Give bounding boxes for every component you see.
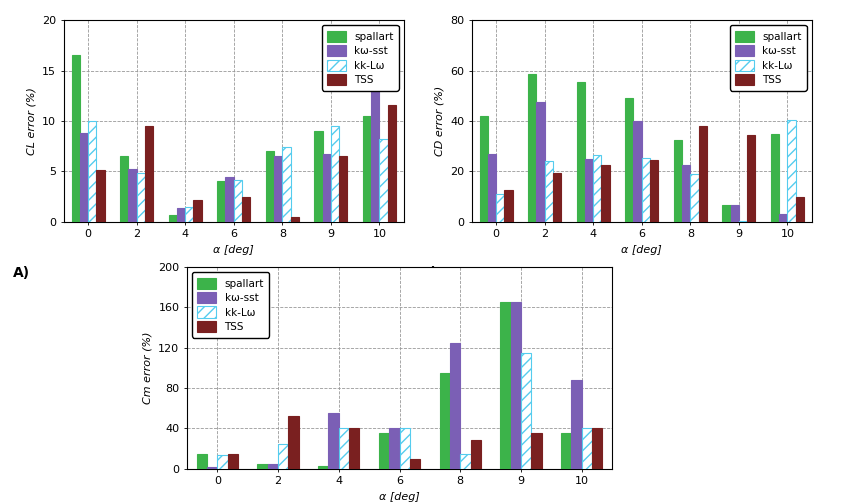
Bar <box>531 433 541 469</box>
Bar <box>521 353 531 469</box>
Bar <box>450 343 460 469</box>
Bar <box>602 165 609 222</box>
Bar <box>561 433 571 469</box>
Bar <box>389 428 400 469</box>
Bar <box>536 102 545 222</box>
Bar <box>371 87 379 222</box>
Bar <box>282 147 291 222</box>
Bar <box>339 428 349 469</box>
Bar <box>585 159 593 222</box>
Bar <box>552 172 561 222</box>
Bar <box>218 181 225 222</box>
Bar <box>185 207 194 222</box>
Bar <box>779 214 787 222</box>
Bar <box>225 177 234 222</box>
Bar <box>642 157 650 222</box>
Text: B): B) <box>421 266 438 280</box>
Text: A): A) <box>13 266 30 280</box>
Legend: spallart, kω-sst, kk-Lω, TSS: spallart, kω-sst, kk-Lω, TSS <box>321 25 399 91</box>
Bar <box>410 459 420 469</box>
Bar <box>96 170 105 222</box>
Bar <box>471 440 481 469</box>
Bar <box>400 428 410 469</box>
Bar <box>699 126 707 222</box>
Bar <box>592 428 603 469</box>
Bar <box>650 160 658 222</box>
Bar <box>234 180 242 222</box>
Bar <box>266 151 274 222</box>
Bar <box>528 74 536 222</box>
Bar <box>626 98 633 222</box>
Bar <box>218 455 228 469</box>
Bar <box>496 194 504 222</box>
Bar <box>479 116 488 222</box>
Bar <box>511 302 521 469</box>
X-axis label: α [deg]: α [deg] <box>621 245 662 255</box>
Bar <box>388 105 396 222</box>
Bar <box>690 174 699 222</box>
Bar <box>328 413 339 469</box>
Bar <box>593 155 602 222</box>
Bar <box>288 416 298 469</box>
Bar <box>137 173 144 222</box>
Bar <box>501 302 511 469</box>
Bar <box>747 135 756 222</box>
Bar <box>488 154 496 222</box>
Bar <box>771 134 779 222</box>
Bar <box>581 428 592 469</box>
Bar <box>144 126 153 222</box>
Bar <box>71 55 80 222</box>
Bar <box>379 139 388 222</box>
Bar <box>207 467 218 469</box>
Bar <box>228 454 238 469</box>
Bar <box>194 200 201 222</box>
Bar <box>682 165 690 222</box>
Bar <box>278 444 288 469</box>
Y-axis label: CD error (%): CD error (%) <box>434 86 445 156</box>
Y-axis label: Cm error (%): Cm error (%) <box>143 332 153 404</box>
Bar <box>379 433 389 469</box>
Legend: spallart, kω-sst, kk-Lω, TSS: spallart, kω-sst, kk-Lω, TSS <box>729 25 807 91</box>
Bar <box>331 126 339 222</box>
Bar <box>268 464 278 469</box>
Bar <box>242 197 250 222</box>
Bar <box>128 169 137 222</box>
Bar <box>731 206 739 222</box>
Bar <box>88 121 96 222</box>
Y-axis label: CL error (%): CL error (%) <box>26 87 37 155</box>
Bar <box>80 133 88 222</box>
Bar <box>318 466 328 469</box>
Bar <box>460 454 471 469</box>
Bar <box>504 191 513 222</box>
Bar <box>258 464 268 469</box>
Legend: spallart, kω-sst, kk-Lω, TSS: spallart, kω-sst, kk-Lω, TSS <box>192 272 269 338</box>
Bar <box>545 161 552 222</box>
Bar <box>439 373 450 469</box>
Bar <box>323 154 331 222</box>
Bar <box>349 428 360 469</box>
Bar <box>196 454 207 469</box>
Bar <box>291 217 299 222</box>
Bar <box>739 221 747 222</box>
Bar <box>314 131 323 222</box>
Bar <box>274 156 282 222</box>
Bar <box>363 116 371 222</box>
Bar <box>177 208 185 222</box>
Bar <box>576 82 585 222</box>
Bar <box>796 197 804 222</box>
Bar <box>168 215 177 222</box>
Bar <box>722 206 731 222</box>
Bar <box>571 380 581 469</box>
Bar <box>120 156 128 222</box>
Bar <box>633 121 642 222</box>
Bar <box>787 120 796 222</box>
Bar <box>674 140 682 222</box>
Bar <box>339 156 348 222</box>
X-axis label: α [deg]: α [deg] <box>213 245 254 255</box>
X-axis label: α [deg]: α [deg] <box>379 492 420 502</box>
